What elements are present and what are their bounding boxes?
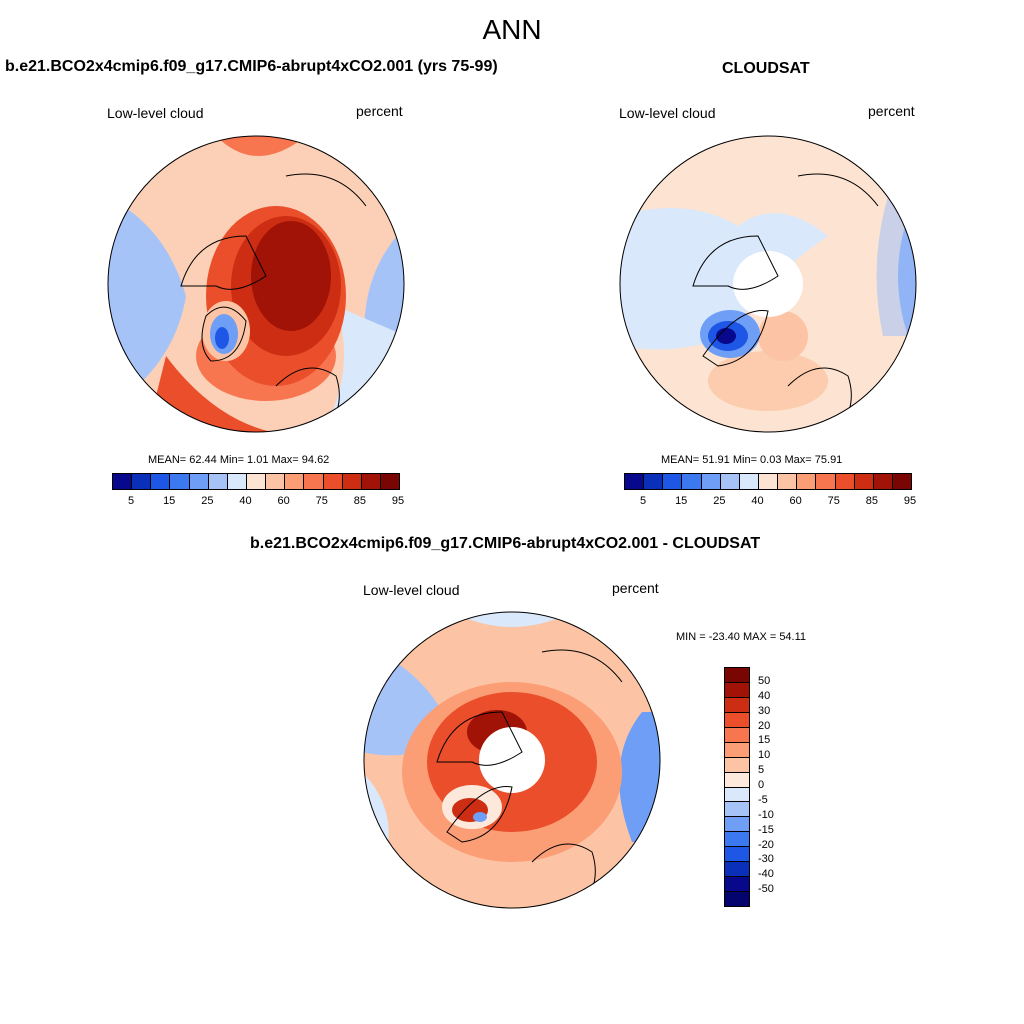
colorbar-box: [189, 474, 209, 489]
colorbar-tick-label: 95: [391, 495, 405, 507]
colorbar-box: [644, 474, 664, 489]
colorbar-tick-label: 40: [758, 689, 771, 702]
colorbar-box: [663, 474, 683, 489]
colorbar-box: [725, 742, 749, 758]
colorbar-box: [854, 474, 874, 489]
colorbar-tick-label: 75: [827, 495, 840, 507]
model-units-label: percent: [356, 103, 403, 119]
colorbar-box: [285, 474, 305, 489]
colorbar-box: [873, 474, 893, 489]
colorbar-box: [304, 474, 324, 489]
model-polar-map: [107, 135, 405, 433]
colorbar-box: [208, 474, 228, 489]
diff-colorbar: [724, 667, 750, 907]
colorbar-tick-label: 50: [758, 674, 771, 687]
diff-variable-label: Low-level cloud: [363, 582, 460, 598]
colorbar-box: [892, 474, 912, 489]
colorbar-box: [266, 474, 286, 489]
obs-units-label: percent: [868, 103, 915, 119]
diff-panel-header: b.e21.BCO2x4cmip6.f09_g17.CMIP6-abrupt4x…: [250, 535, 761, 552]
obs-variable-label: Low-level cloud: [619, 105, 716, 121]
colorbar-tick-label: 85: [353, 495, 366, 507]
colorbar-tick-label: 5: [128, 495, 135, 507]
diff-units-label: percent: [612, 580, 659, 596]
colorbar-box: [725, 832, 749, 848]
model-panel-header: b.e21.BCO2x4cmip6.f09_g17.CMIP6-abrupt4x…: [5, 58, 498, 75]
diff-stats: MIN = -23.40 MAX = 54.11: [676, 631, 807, 643]
colorbar-tick-label: -20: [758, 838, 774, 851]
colorbar-tick-label: -50: [758, 883, 774, 896]
colorbar-box: [725, 862, 749, 878]
obs-polar-map: [619, 135, 917, 433]
colorbar-tick-label: 60: [277, 495, 290, 507]
colorbar-box: [380, 474, 400, 489]
colorbar-box: [778, 474, 798, 489]
colorbar-tick-label: 5: [758, 764, 765, 777]
obs-stats: MEAN= 51.91 Min= 0.03 Max= 75.91: [661, 454, 843, 466]
colorbar-tick-label: 5: [640, 495, 647, 507]
colorbar-box: [701, 474, 721, 489]
colorbar-tick-label: 30: [758, 704, 771, 717]
colorbar-tick-label: 95: [903, 495, 917, 507]
colorbar-box: [342, 474, 362, 489]
model-colorbar: [112, 473, 400, 490]
colorbar-tick-label: 25: [713, 495, 726, 507]
colorbar-box: [151, 474, 171, 489]
colorbar-tick-label: 40: [239, 495, 252, 507]
colorbar-box: [725, 712, 749, 728]
colorbar-box: [835, 474, 855, 489]
colorbar-box: [797, 474, 817, 489]
colorbar-box: [725, 892, 749, 906]
colorbar-box: [725, 757, 749, 773]
colorbar-tick-label: 15: [675, 495, 688, 507]
colorbar-box: [113, 474, 133, 489]
colorbar-box: [758, 474, 779, 489]
colorbar-tick-label: 85: [865, 495, 878, 507]
colorbar-box: [246, 474, 267, 489]
colorbar-box: [725, 802, 749, 818]
colorbar-box: [227, 474, 247, 489]
model-stats: MEAN= 62.44 Min= 1.01 Max= 94.62: [148, 454, 330, 466]
colorbar-box: [816, 474, 836, 489]
diff-polar-map: [363, 611, 661, 909]
colorbar-box: [725, 772, 749, 788]
colorbar-tick-label: -10: [758, 808, 774, 821]
colorbar-box: [739, 474, 759, 489]
obs-panel-header: CLOUDSAT: [722, 60, 810, 77]
obs-colorbar: [624, 473, 912, 490]
colorbar-box: [682, 474, 702, 489]
colorbar-box: [323, 474, 343, 489]
colorbar-box: [725, 847, 749, 863]
colorbar-tick-label: 20: [758, 719, 771, 732]
colorbar-box: [625, 474, 645, 489]
colorbar-tick-label: -30: [758, 853, 774, 866]
colorbar-tick-label: -40: [758, 868, 774, 881]
colorbar-tick-label: 40: [751, 495, 764, 507]
colorbar-tick-label: 15: [758, 734, 771, 747]
figure-title: ANN: [482, 14, 542, 45]
colorbar-tick-label: -15: [758, 823, 774, 836]
colorbar-box: [725, 727, 749, 743]
colorbar-box: [361, 474, 381, 489]
colorbar-box: [725, 668, 749, 683]
colorbar-tick-label: -5: [758, 793, 768, 806]
colorbar-box: [132, 474, 152, 489]
colorbar-box: [725, 817, 749, 833]
colorbar-tick-label: 60: [789, 495, 802, 507]
colorbar-tick-label: 10: [758, 749, 771, 762]
colorbar-box: [725, 877, 749, 893]
colorbar-box: [725, 697, 749, 713]
colorbar-box: [725, 682, 749, 698]
colorbar-tick-label: 15: [163, 495, 176, 507]
colorbar-box: [725, 787, 749, 803]
model-variable-label: Low-level cloud: [107, 105, 204, 121]
colorbar-tick-label: 25: [201, 495, 214, 507]
colorbar-box: [720, 474, 740, 489]
colorbar-tick-label: 75: [315, 495, 328, 507]
colorbar-tick-label: 0: [758, 779, 765, 791]
colorbar-box: [170, 474, 190, 489]
